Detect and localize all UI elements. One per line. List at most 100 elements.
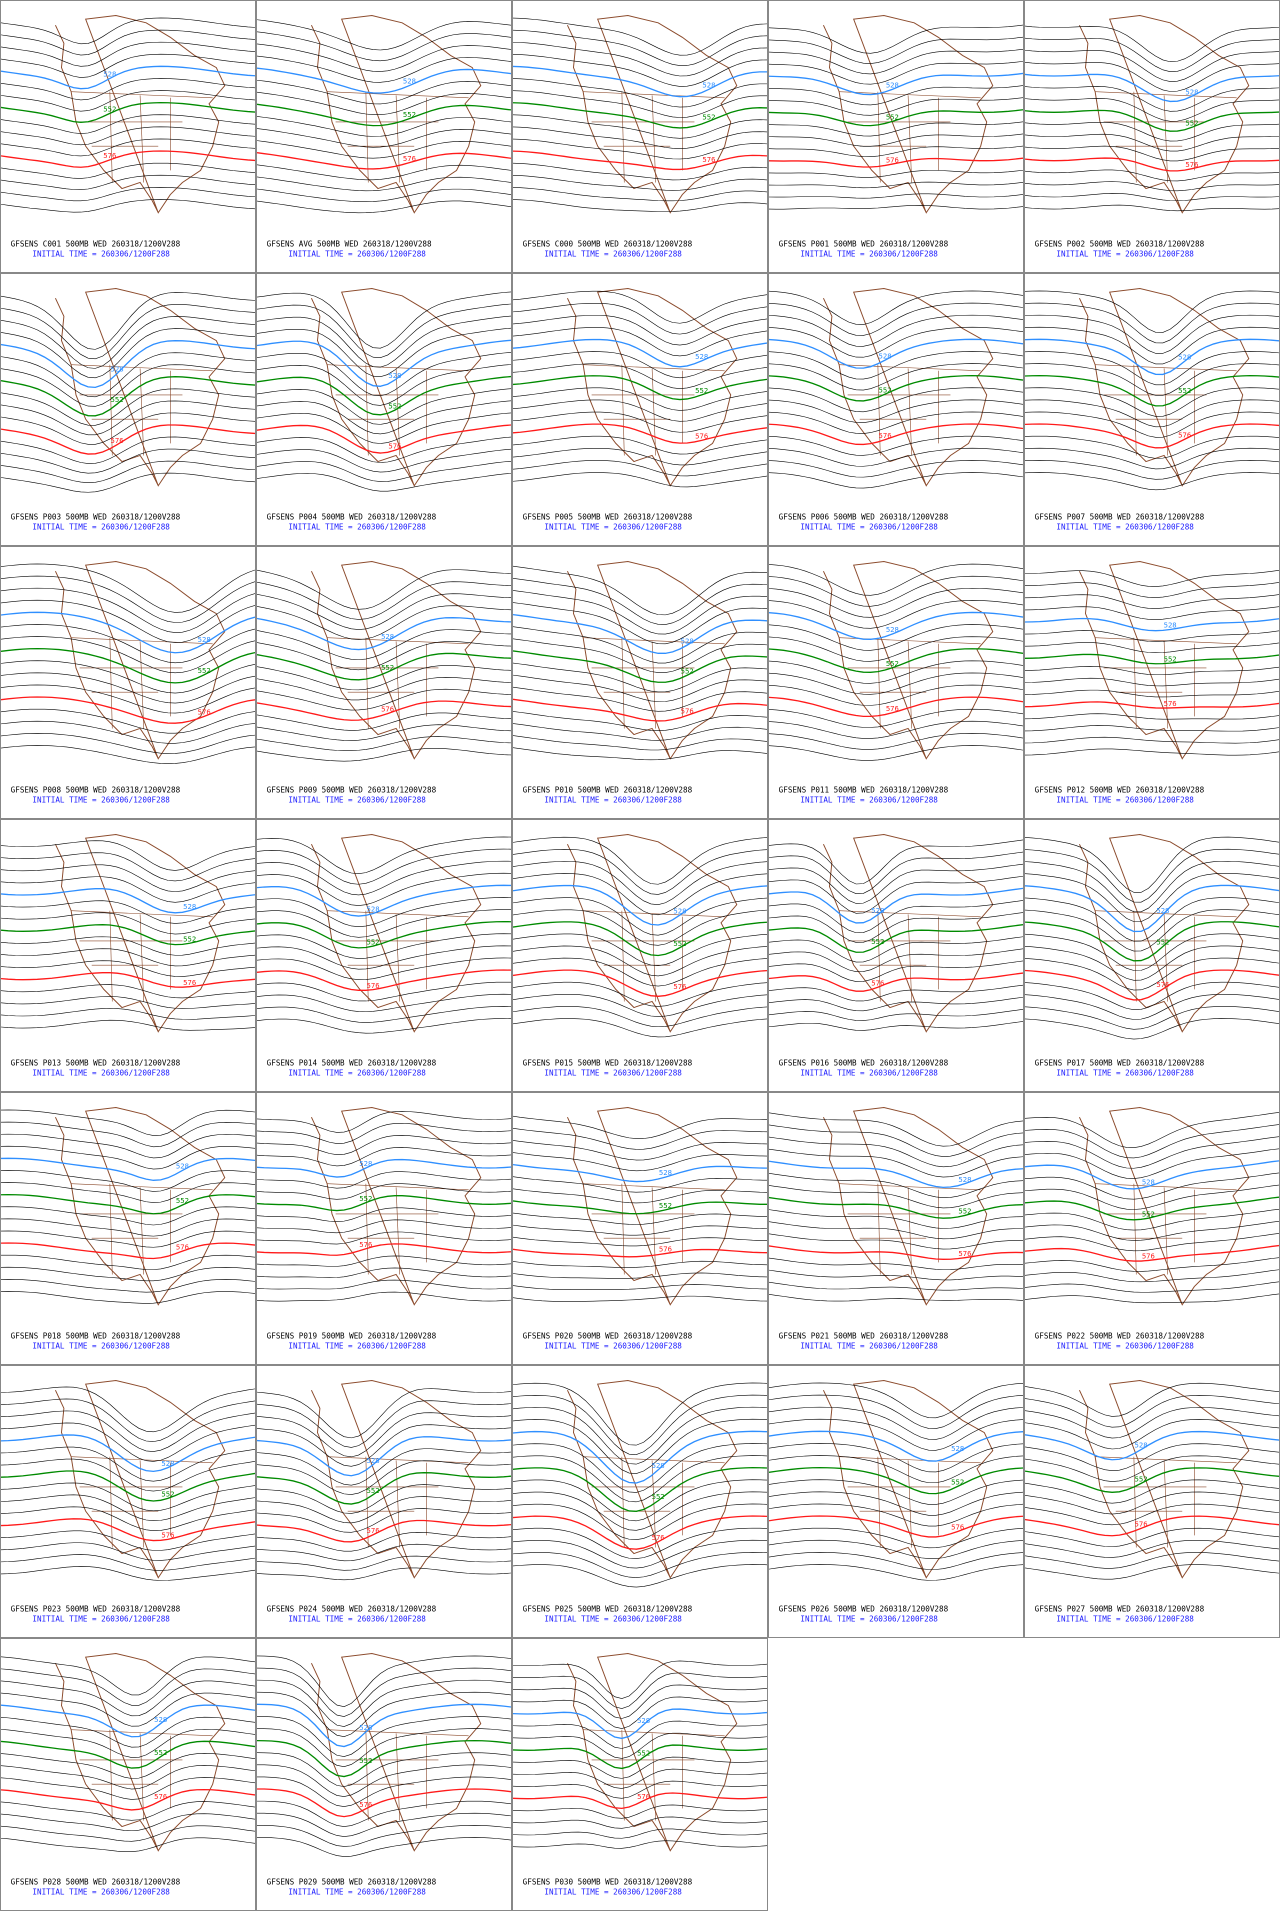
contour (1, 996, 255, 1009)
contour (1025, 169, 1279, 182)
contour (1025, 836, 1279, 893)
contour-label: 576 (637, 1792, 650, 1801)
contour (513, 1455, 767, 1503)
panel-title: GFSENS P029 500MB WED 260318/1200V288 (267, 1878, 437, 1887)
coastline (822, 1380, 994, 1579)
contour (257, 1776, 511, 1807)
contour (769, 611, 1023, 640)
contour-label: 528 (103, 70, 116, 79)
contour-label: 528 (1178, 352, 1191, 361)
contour (1, 636, 255, 674)
contour (513, 17, 767, 56)
contour (513, 1696, 767, 1729)
contour-label: 528 (403, 77, 416, 86)
caption-bg (513, 1600, 767, 1637)
contour (769, 338, 1023, 369)
contour (513, 662, 767, 693)
contour (513, 650, 767, 683)
contour (513, 1152, 767, 1172)
map-panel: 528 552 576 GFSENS P028 500MB WED 260318/12… (0, 1638, 256, 1911)
coastline (822, 15, 994, 214)
panel-init: INITIAL TIME = 260306/1200F288 (800, 249, 938, 258)
contour (1025, 594, 1279, 609)
contour (769, 314, 1023, 347)
panel-title: GFSENS P013 500MB WED 260318/1200V288 (11, 1059, 181, 1068)
panel-title: GFSENS P017 500MB WED 260318/1200V288 (1035, 1059, 1205, 1068)
contour (1, 1777, 255, 1800)
contour (1025, 181, 1279, 192)
contour-label: 528 (176, 1162, 189, 1171)
contour (1025, 1540, 1279, 1558)
contour (257, 629, 511, 660)
contour (1, 720, 255, 744)
contour (1025, 1419, 1279, 1450)
contour (769, 839, 1023, 885)
map-panel: 528 552 576 GFSENS C001 500MB WED 260318/12… (0, 0, 256, 273)
map: 528 552 576 GFSENS P002 500MB WED 260318/12… (1025, 15, 1279, 272)
contour (1, 876, 255, 903)
contour-label: 528 (1156, 906, 1169, 915)
panel-title: GFSENS P001 500MB WED 260318/1200V288 (779, 240, 949, 249)
panel-init: INITIAL TIME = 260306/1200F288 (800, 1614, 938, 1623)
contour (769, 85, 1023, 106)
contour (1025, 994, 1279, 1020)
contour (1, 900, 255, 924)
contour (257, 1484, 511, 1514)
coastline (1078, 288, 1250, 487)
map: 528 552 576 GFSENS P005 500MB WED 260318/12… (513, 288, 767, 545)
contour (1025, 933, 1279, 971)
contour (1025, 1124, 1279, 1159)
contour-label: 552 (154, 1748, 167, 1757)
contour (1, 1230, 255, 1248)
contour (1025, 314, 1279, 354)
contour-label: 528 (695, 352, 708, 361)
caption-bg (769, 781, 1023, 818)
map: 528 552 576 GFSENS P008 500MB WED 260318/12… (1, 561, 255, 818)
contour (257, 1496, 511, 1524)
contour (1025, 665, 1279, 676)
contour (1025, 435, 1279, 459)
contour (1, 1133, 255, 1159)
contour-label: 528 (871, 906, 884, 915)
map-panel: 528 552 576 GFSENS C000 500MB WED 260318/12… (512, 0, 768, 273)
contour (1, 174, 255, 190)
contour (513, 1527, 767, 1559)
contour (513, 897, 767, 936)
contour (1, 1206, 255, 1226)
contour-label: 552 (695, 386, 708, 395)
contour (513, 472, 767, 488)
caption-bg (257, 781, 511, 818)
borders (327, 1456, 469, 1548)
contour-label: 576 (111, 436, 124, 445)
contour (1025, 374, 1279, 407)
contour (1, 852, 255, 882)
contour (257, 848, 511, 885)
contour (257, 957, 511, 980)
contour (769, 411, 1023, 434)
contour (1, 400, 255, 436)
contour (257, 1158, 511, 1178)
contour (257, 1460, 511, 1495)
contour (513, 957, 767, 987)
contour (513, 327, 767, 357)
contour (1025, 1244, 1279, 1262)
contour (769, 387, 1023, 413)
panel-init: INITIAL TIME = 260306/1200F288 (288, 1341, 426, 1350)
caption-bg (1025, 781, 1279, 818)
coastline (822, 1107, 994, 1306)
panel-init: INITIAL TIME = 260306/1200F288 (1056, 249, 1194, 258)
contour (257, 1267, 511, 1279)
contour (769, 326, 1023, 358)
panel-title: GFSENS P023 500MB WED 260318/1200V288 (11, 1605, 181, 1614)
map-panel: 528 552 576 GFSENS P013 500MB WED 260318/12… (0, 819, 256, 1092)
contour (513, 735, 767, 751)
contour (513, 1295, 767, 1302)
contour (769, 1185, 1023, 1209)
contour (1, 563, 255, 613)
contour (1025, 1394, 1279, 1428)
panel-init: INITIAL TIME = 260306/1200F288 (32, 1614, 170, 1623)
contour-label: 576 (1135, 1520, 1148, 1529)
contour (1025, 642, 1279, 654)
contour (1025, 848, 1279, 903)
map: 528 552 576 GFSENS P003 500MB WED 260318/12… (1, 288, 255, 545)
